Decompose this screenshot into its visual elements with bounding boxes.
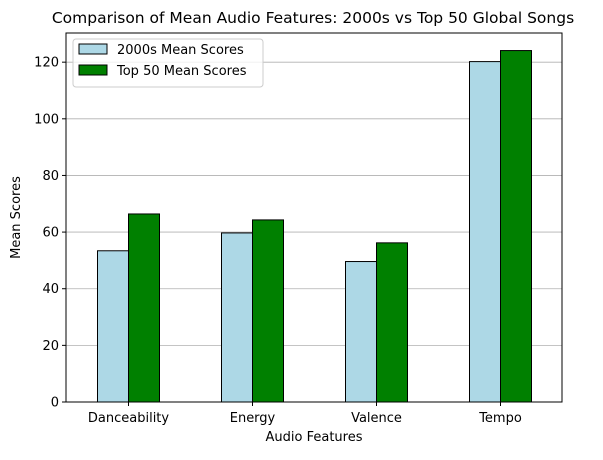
x-tick-label: Danceability <box>88 411 170 426</box>
bar-energy-2000s <box>221 232 253 403</box>
plot-frame <box>65 32 563 403</box>
y-tick-label: 60 <box>42 226 59 241</box>
chart-title: Comparison of Mean Audio Features: 2000s… <box>52 9 574 27</box>
x-tick-label: Tempo <box>478 411 522 426</box>
legend: 2000s Mean Scores Top 50 Mean Scores <box>72 38 264 88</box>
legend-label: 2000s Mean Scores <box>117 43 244 58</box>
x-axis-ticks: Danceability Energy Valence Tempo <box>88 402 522 426</box>
x-axis-label: Audio Features <box>266 430 363 445</box>
legend-frame <box>72 38 264 88</box>
y-tick-label: 40 <box>42 282 59 297</box>
bar-valence-top50 <box>376 242 408 403</box>
bar-tempo-top50 <box>500 50 532 403</box>
x-tick-label: Energy <box>230 411 276 426</box>
legend-label: Top 50 Mean Scores <box>116 64 247 79</box>
y-tick-label: 120 <box>34 56 59 71</box>
bar-valence-2000s <box>345 261 377 403</box>
bar-danceability-2000s <box>97 250 129 403</box>
y-axis-label: Mean Scores <box>9 176 24 259</box>
y-tick-label: 0 <box>51 396 59 411</box>
x-tick-label: Valence <box>351 411 402 426</box>
bar-danceability-top50 <box>128 213 160 403</box>
bars <box>97 50 532 403</box>
y-tick-label: 80 <box>42 169 59 184</box>
y-tick-label: 100 <box>34 112 59 127</box>
bar-tempo-2000s <box>469 61 501 403</box>
bar-energy-top50 <box>252 219 284 403</box>
y-tick-label: 20 <box>42 339 59 354</box>
legend-swatch <box>78 43 108 55</box>
legend-swatch <box>78 64 108 76</box>
y-axis-ticks: 0 20 40 60 80 100 120 <box>34 56 66 411</box>
